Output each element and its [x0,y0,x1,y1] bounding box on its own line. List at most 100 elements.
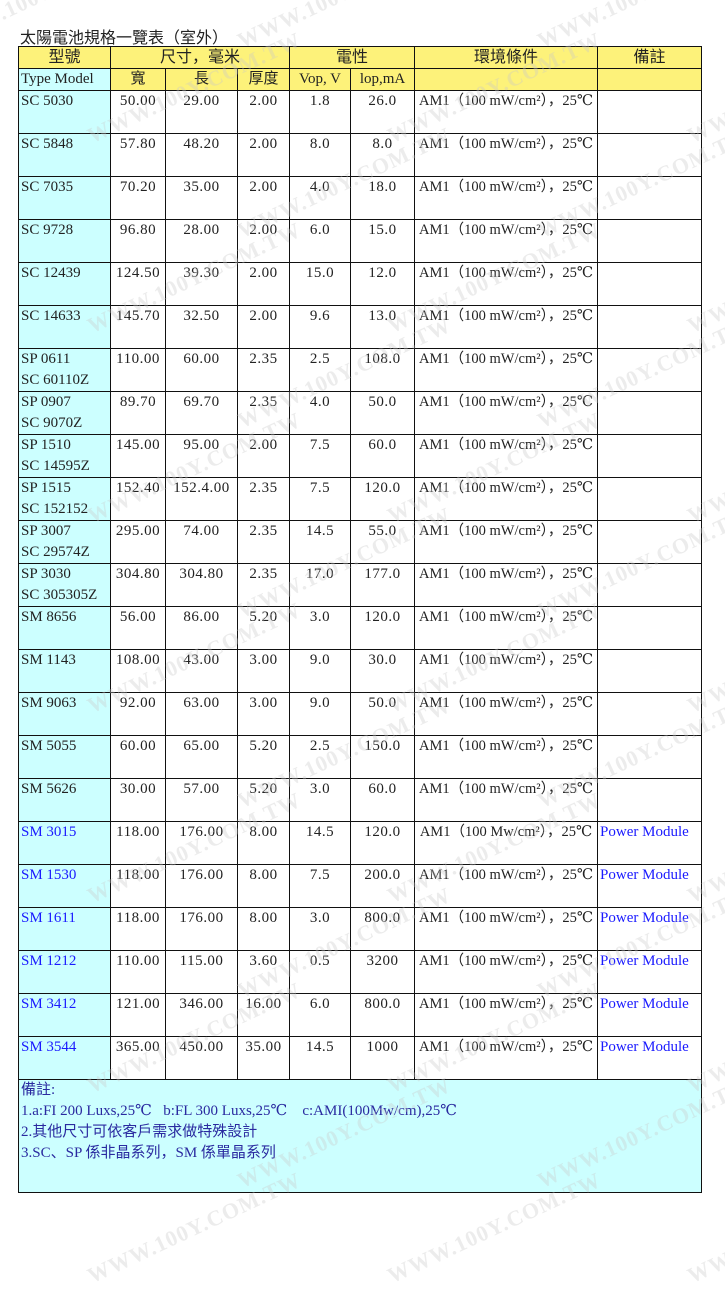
cell-l: 32.50 [165,305,238,349]
value: 29.00 [183,93,220,109]
condition-text: AM1（100 mW/cm²），25℃ [419,93,594,109]
cell-model: SP 0611 SC 60110Z [18,348,111,392]
model-name: SM 1530 [21,867,77,883]
remark-text: Power Module [600,996,689,1012]
cell-w: 110.00 [110,348,166,392]
cell-l: 176.00 [165,907,238,951]
cell-environment: AM1（100 mW/cm²），25℃ [414,348,599,392]
condition-text: AM1（100 mW/cm²），25℃ [419,179,594,195]
cell-remarks [597,176,703,220]
value: 60.0 [368,437,397,453]
cell-vop: 9.0 [289,649,352,693]
cell-iop: 60.0 [350,778,416,822]
subheader-width: 寬 [110,68,166,91]
cell-model: SM 3412 [18,993,111,1037]
cell-remarks: Power Module [597,950,703,994]
cell-remarks [597,391,703,435]
cell-w: 365.00 [110,1036,166,1080]
cell-environment: AM1（100 mW/cm²），25℃ [414,133,599,177]
cell-vop: 8.0 [289,133,352,177]
solar-cell-spec-table: 型號 尺寸，毫米 電性 環境條件 備註 Type Model 寬 長 厚度 Vo… [17,46,703,1193]
cell-iop: 50.0 [350,391,416,435]
value: 89.70 [119,394,157,410]
value: 32.50 [183,308,220,324]
condition-text: AM1（100 mW/cm²），25℃ [419,308,594,324]
value: 2.00 [249,136,278,152]
note-line: 1.a:FI 200 Luxs,25℃ b:FL 300 Luxs,25℃ c:… [21,1103,458,1119]
cell-model: SM 1143 [18,649,111,693]
value: 13.0 [368,308,397,324]
cell-t: 2.35 [236,391,291,435]
cell-w: 96.80 [110,219,166,263]
value: 30.00 [119,781,157,797]
cell-vop: 6.0 [289,993,352,1037]
value: 63.00 [183,695,220,711]
value: 30.0 [368,652,397,668]
value: 2.00 [249,93,278,109]
model-name: SC 12439 [21,265,81,281]
condition-text: AM1（100 mW/cm²），25℃ [419,867,594,883]
condition-text: AM1（100 mW/cm²），25℃ [419,695,594,711]
condition-text: AM1（100 mW/cm²），25℃ [419,910,594,926]
value: 4.0 [309,394,331,410]
value: 3.0 [309,910,331,926]
value: 152.4.00 [173,480,230,496]
cell-w: 118.00 [110,864,166,908]
condition-text: AM1（100 mW/cm²），25℃ [419,265,594,281]
cell-l: 304.80 [165,563,238,607]
value: 7.5 [309,437,331,453]
value: 2.5 [309,351,331,367]
value: 43.00 [183,652,220,668]
page-title: 太陽電池規格一覽表（室外） [20,30,229,47]
cell-model: SM 1212 [18,950,111,994]
remark-text: Power Module [600,953,689,969]
value: 2.5 [309,738,331,754]
cell-remarks [597,477,703,521]
model-name: SP 1515 [21,480,71,496]
cell-model: SC 14633 [18,305,111,349]
subheader-type-model: Type Model [18,68,111,91]
header-model: 型號 [18,46,111,69]
value: 50.0 [368,695,397,711]
subheader-iop: lop,mA [350,68,416,91]
value: 1.8 [309,93,331,109]
cell-vop: 14.5 [289,1036,352,1080]
table-row: SC 7035 70.20 35.00 2.00 4.0 18.0 AM1（100 mW/c… [18,176,703,220]
remark-text: Power Module [600,824,689,840]
value: 60.0 [368,781,397,797]
value: 18.0 [368,179,397,195]
table-row: SM 1530 118.00 176.00 8.00 7.5 200.0 AM1（100 m… [18,864,703,908]
model-name: SP 3007 [21,523,71,539]
note-line: 2.其他尺寸可依客戶需求做特殊設計 [21,1124,258,1140]
value: 6.0 [309,996,331,1012]
value: 304.80 [115,566,161,582]
cell-iop: 60.0 [350,434,416,478]
cell-w: 295.00 [110,520,166,564]
cell-remarks [597,606,703,650]
subheader-vop: Vop, V [289,68,352,91]
cell-l: 60.00 [165,348,238,392]
cell-remarks [597,434,703,478]
cell-w: 145.00 [110,434,166,478]
header-electrical: 電性 [289,46,416,69]
cell-vop: 3.0 [289,907,352,951]
table-row: SM 8656 56.00 86.00 5.20 3.0 120.0 AM1（100 mW/… [18,606,703,650]
cell-environment: AM1（100 mW/cm²），25℃ [414,1036,599,1080]
cell-iop: 120.0 [350,821,416,865]
value: 39.30 [183,265,220,281]
cell-t: 2.00 [236,434,291,478]
value: 92.00 [119,695,157,711]
value: 108.00 [115,652,161,668]
condition-text: AM1（100 mW/cm²），25℃ [419,437,594,453]
cell-t: 35.00 [236,1036,291,1080]
value: 2.35 [249,351,278,367]
value: 118.00 [116,867,160,883]
cell-environment: AM1（100 mW/cm²），25℃ [414,563,599,607]
cell-model: SP 3007 SC 29574Z [18,520,111,564]
value: 150.0 [364,738,401,754]
model-name: SM 3544 [21,1039,77,1055]
cell-environment: AM1（100 mW/cm²），25℃ [414,864,599,908]
value: 8.0 [309,136,331,152]
value: 50.00 [119,93,157,109]
table-row: SM 9063 92.00 63.00 3.00 9.0 50.0 AM1（100 mW/c… [18,692,703,736]
